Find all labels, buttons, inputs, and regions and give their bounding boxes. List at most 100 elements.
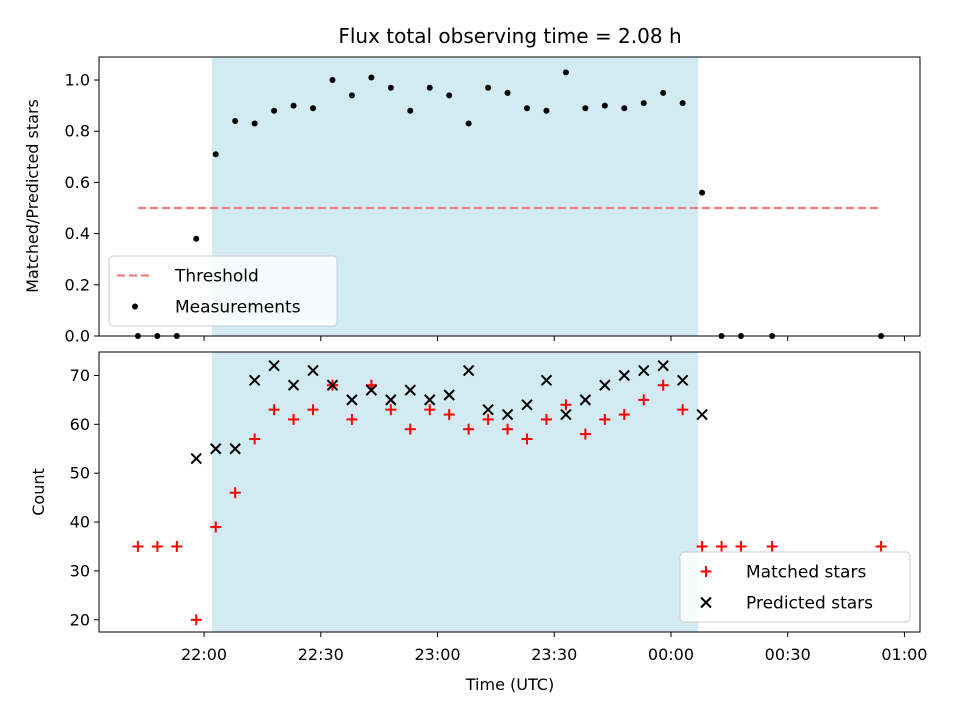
matched-stars-marker bbox=[618, 409, 630, 421]
predicted-stars-marker bbox=[229, 443, 241, 455]
matched-stars-marker bbox=[288, 413, 300, 425]
predicted-stars-marker bbox=[657, 359, 669, 372]
predicted-stars-marker bbox=[268, 359, 280, 372]
measurements-point bbox=[446, 92, 453, 99]
measurements-point bbox=[640, 100, 647, 107]
legend-label: Threshold bbox=[174, 267, 259, 287]
legend-label: Matched stars bbox=[746, 563, 866, 583]
measurements-point bbox=[582, 105, 589, 112]
legend-box bbox=[108, 255, 338, 327]
y-tick-label: 0.8 bbox=[65, 122, 90, 141]
legend-box bbox=[679, 551, 911, 623]
predicted-stars-marker bbox=[638, 364, 650, 377]
matched-stars-marker bbox=[424, 404, 436, 416]
matched-stars-marker bbox=[268, 404, 280, 416]
y-axis-label-count: Count bbox=[29, 468, 48, 516]
x-tick-label: 01:00 bbox=[881, 645, 927, 664]
measurements-point bbox=[621, 105, 628, 112]
predicted-stars-marker bbox=[287, 379, 300, 391]
y-tick-label: 1.0 bbox=[65, 71, 90, 90]
matched-stars-marker bbox=[171, 540, 183, 552]
matched-stars-marker bbox=[463, 423, 475, 435]
matched-stars-marker bbox=[443, 409, 455, 421]
matched-stars-marker bbox=[735, 540, 747, 552]
matched-stars-marker bbox=[482, 413, 494, 425]
matched-stars-marker bbox=[229, 487, 241, 499]
y-tick-label: 30 bbox=[70, 561, 90, 580]
measurements-point bbox=[310, 105, 317, 112]
predicted-stars-marker bbox=[210, 443, 222, 455]
predicted-stars-marker bbox=[540, 374, 553, 387]
legend-matched-swatch bbox=[700, 566, 712, 577]
x-tick-label: 22:30 bbox=[298, 645, 344, 664]
matched-stars-marker bbox=[502, 423, 514, 435]
predicted-stars-marker bbox=[676, 374, 689, 387]
y-tick-label: 50 bbox=[70, 464, 90, 483]
x-axis-label: Time (UTC) bbox=[465, 675, 554, 694]
predicted-stars-marker bbox=[521, 399, 533, 411]
matched-stars-marker bbox=[599, 413, 611, 425]
matched-stars-marker bbox=[766, 540, 778, 552]
predicted-stars-marker bbox=[462, 364, 475, 377]
x-tick-label: 00:30 bbox=[765, 645, 811, 664]
measurements-point bbox=[524, 105, 531, 112]
measurements-point bbox=[679, 100, 686, 107]
matched-stars-marker bbox=[540, 413, 552, 425]
measurements-point bbox=[543, 107, 550, 114]
axes-frame bbox=[98, 351, 921, 633]
predicted-stars-marker bbox=[482, 403, 494, 416]
predicted-stars-marker bbox=[618, 369, 630, 382]
x-tick-label: 23:30 bbox=[531, 645, 577, 664]
predicted-stars-marker bbox=[404, 384, 416, 396]
matched-stars-marker bbox=[385, 404, 397, 416]
chart-title: Flux total observing time = 2.08 h bbox=[338, 24, 681, 48]
predicted-stars-marker bbox=[696, 408, 708, 421]
matched-stars-marker bbox=[521, 433, 533, 445]
panel-ratio: 0.0 0.2 0.4 0.6 0.8 1.0 Threshold Measurements bbox=[65, 56, 921, 346]
matched-stars-marker bbox=[190, 614, 202, 626]
measurements-point bbox=[212, 151, 219, 158]
legend-label: Measurements bbox=[175, 298, 301, 318]
panel-count: 20 30 40 50 60 70 22:00 22:30 23:00 23:30 00:00 00:… bbox=[70, 351, 927, 664]
legend: Matched stars Predicted stars bbox=[679, 551, 911, 623]
y-tick-label: 0.6 bbox=[65, 173, 90, 192]
measurements-point bbox=[232, 117, 239, 124]
matched-stars-marker bbox=[307, 404, 319, 416]
predicted-stars-marker bbox=[190, 452, 202, 465]
legend-label: Predicted stars bbox=[746, 594, 873, 614]
matched-stars-marker bbox=[579, 428, 591, 440]
x-tick-label: 23:00 bbox=[414, 645, 460, 664]
y-tick-label: 0.0 bbox=[65, 327, 90, 346]
measurements-point bbox=[426, 84, 433, 91]
measurements-point bbox=[387, 84, 394, 91]
predicted-stars-marker bbox=[560, 408, 572, 421]
y-tick-label: 0.2 bbox=[65, 275, 90, 294]
y-axis-label-ratio: Matched/Predicted stars bbox=[23, 99, 42, 293]
matched-stars-marker bbox=[638, 394, 650, 406]
x-tick-label: 22:00 bbox=[181, 645, 227, 664]
predicted-stars-marker bbox=[365, 384, 378, 396]
measurements-point bbox=[407, 107, 414, 114]
measurements-point bbox=[465, 120, 472, 127]
predicted-stars-marker bbox=[443, 389, 455, 401]
observing-window-span bbox=[211, 352, 699, 632]
y-tick-label: 20 bbox=[70, 610, 90, 629]
y-tick-label: 70 bbox=[70, 366, 90, 385]
predicted-stars-marker bbox=[501, 408, 514, 421]
matched-stars-marker bbox=[875, 540, 887, 552]
predicted-stars-marker bbox=[307, 364, 319, 377]
measurements-point bbox=[699, 189, 706, 196]
predicted-stars-marker bbox=[599, 379, 611, 391]
measurements-point bbox=[251, 120, 258, 127]
predicted-stars-marker bbox=[424, 394, 436, 406]
x-tick-label: 00:00 bbox=[648, 645, 694, 664]
measurements-point bbox=[660, 89, 667, 96]
predicted-stars-marker bbox=[326, 379, 339, 391]
predicted-stars-marker bbox=[385, 394, 397, 406]
measurements-point bbox=[329, 77, 336, 84]
matched-stars-marker bbox=[657, 379, 669, 391]
predicted-stars-marker bbox=[579, 394, 592, 406]
measurements-point bbox=[368, 74, 375, 81]
axes-frame bbox=[98, 56, 921, 337]
matched-stars-marker bbox=[560, 399, 572, 411]
